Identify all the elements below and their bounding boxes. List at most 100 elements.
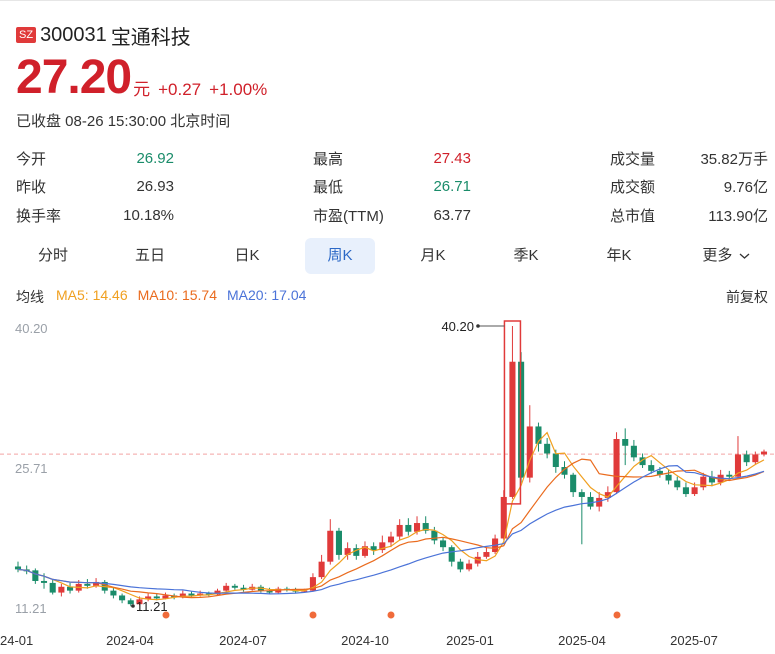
candle bbox=[639, 453, 646, 468]
candle-body bbox=[734, 454, 742, 477]
quote-column-1: 今开 26.92 昨收 26.93 换手率 10.18% bbox=[16, 144, 174, 230]
candle-body bbox=[188, 593, 195, 596]
quote-label: 换手率 bbox=[16, 207, 62, 225]
candle-body bbox=[223, 585, 230, 591]
ma-lines bbox=[17, 431, 765, 601]
candle bbox=[353, 544, 360, 560]
last-price: 27.20 bbox=[16, 51, 132, 104]
quote-open: 今开 26.92 bbox=[16, 144, 174, 173]
candle bbox=[622, 428, 629, 466]
candle-body bbox=[431, 530, 438, 541]
ma-legend: 均线 MA5: 14.46 MA10: 15.74 MA20: 17.04 bbox=[16, 287, 306, 307]
event-markers bbox=[162, 611, 621, 619]
candle-body bbox=[309, 577, 316, 591]
candle-body bbox=[179, 593, 186, 598]
candle bbox=[119, 593, 126, 604]
event-dot bbox=[387, 611, 395, 619]
y-tick-label: 11.21 bbox=[15, 601, 47, 616]
quote-label: 昨收 bbox=[16, 179, 47, 197]
candle bbox=[58, 583, 65, 597]
x-tick-label: 2025-01 bbox=[446, 633, 494, 648]
candle bbox=[760, 449, 768, 457]
candle bbox=[14, 561, 22, 573]
candle bbox=[32, 568, 39, 584]
extreme-annotations: 40.20 11.21 bbox=[130, 319, 522, 614]
quote-value: 26.71 bbox=[433, 178, 471, 196]
stock-title: SZ 300031 宝通科技 bbox=[16, 23, 191, 49]
candle-body bbox=[578, 492, 585, 497]
candle-body bbox=[153, 596, 160, 599]
tab-monthly-k[interactable]: 月K bbox=[420, 247, 446, 264]
ma-legend-label: 均线 bbox=[16, 289, 44, 305]
tab-intraday[interactable]: 分时 bbox=[37, 247, 68, 264]
candle-body bbox=[656, 470, 663, 475]
candle-series bbox=[14, 326, 768, 607]
quote-value: 10.18% bbox=[123, 206, 174, 224]
tab-more[interactable]: 更多 bbox=[686, 238, 766, 274]
candle-body bbox=[448, 547, 455, 562]
candle-body bbox=[674, 480, 681, 488]
candle-body bbox=[136, 599, 143, 605]
candle-body bbox=[93, 581, 100, 586]
candle-body bbox=[335, 530, 342, 555]
candle-body bbox=[613, 439, 620, 493]
candle-body bbox=[466, 563, 473, 570]
ma5-value: MA5: 14.46 bbox=[56, 287, 128, 303]
candle bbox=[405, 518, 412, 536]
candle-body bbox=[240, 587, 247, 590]
candle-body bbox=[49, 582, 56, 593]
event-dot bbox=[162, 611, 170, 619]
candle bbox=[457, 558, 464, 573]
price-unit: 元 bbox=[133, 80, 151, 99]
price-row: 27.20 元 +0.27 +1.00% bbox=[16, 53, 267, 103]
quote-label: 最高 bbox=[313, 150, 344, 168]
candle-body bbox=[67, 586, 74, 591]
ma20-value: MA20: 17.04 bbox=[227, 287, 307, 303]
quote-column-2: 最高 27.43 最低 26.71 市盈(TTM) 63.77 bbox=[313, 144, 471, 230]
candle-body bbox=[145, 596, 152, 600]
candle bbox=[752, 451, 759, 465]
candle-body bbox=[682, 487, 689, 495]
y-tick-label: 25.71 bbox=[15, 461, 48, 476]
tab-five-day[interactable]: 五日 bbox=[134, 247, 165, 264]
ma10-line bbox=[17, 458, 765, 599]
max-leader-dot bbox=[476, 324, 480, 328]
tab-weekly-k[interactable]: 周K bbox=[305, 238, 375, 274]
candle-body bbox=[500, 496, 507, 539]
candle bbox=[318, 554, 325, 580]
candle-body bbox=[622, 439, 629, 446]
candle bbox=[544, 438, 551, 459]
min-price-label: 11.21 bbox=[136, 599, 168, 614]
quote-label: 市盈(TTM) bbox=[313, 207, 384, 225]
candle-body bbox=[32, 570, 39, 581]
candle-body bbox=[40, 580, 48, 583]
candle-body bbox=[743, 454, 750, 463]
candle bbox=[249, 583, 256, 591]
candle bbox=[240, 584, 247, 592]
tab-more-label: 更多 bbox=[702, 247, 733, 264]
candle-body bbox=[327, 530, 334, 562]
candle-body bbox=[162, 595, 169, 599]
x-tick-label: 2024-04 bbox=[106, 633, 154, 648]
candle bbox=[708, 470, 715, 487]
candle-body bbox=[405, 524, 412, 532]
candle bbox=[231, 583, 238, 590]
y-axis-labels: 40.20 25.71 11.21 bbox=[15, 321, 48, 616]
candle bbox=[110, 587, 117, 599]
candle-body bbox=[544, 443, 551, 454]
adjust-toggle[interactable]: 前复权 bbox=[726, 289, 768, 305]
candle bbox=[665, 469, 672, 485]
candle bbox=[535, 422, 542, 452]
candle bbox=[84, 579, 91, 589]
candle-body bbox=[231, 585, 238, 588]
quote-value: 113.90亿 bbox=[708, 207, 768, 225]
candle-body bbox=[752, 454, 759, 463]
tab-quarterly-k[interactable]: 季K bbox=[513, 247, 539, 264]
tab-daily-k[interactable]: 日K bbox=[234, 247, 260, 264]
candle bbox=[214, 588, 221, 596]
candle-body bbox=[422, 523, 429, 531]
tab-yearly-k[interactable]: 年K bbox=[606, 247, 632, 264]
x-tick-label: 2025-07 bbox=[670, 633, 718, 648]
candle bbox=[370, 542, 377, 555]
